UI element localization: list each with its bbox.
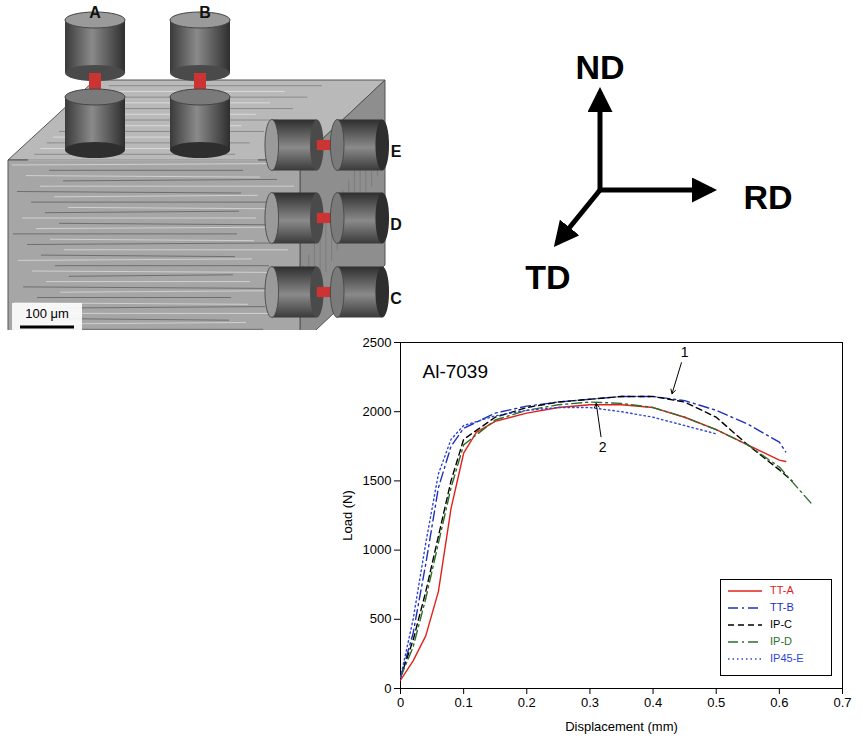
- svg-text:IP-C: IP-C: [770, 618, 792, 630]
- svg-text:0.4: 0.4: [644, 695, 662, 710]
- svg-text:2000: 2000: [363, 404, 392, 419]
- svg-text:1: 1: [681, 344, 689, 360]
- svg-text:2: 2: [599, 439, 607, 455]
- svg-text:Displacement (mm): Displacement (mm): [565, 719, 678, 734]
- svg-text:TT-B: TT-B: [770, 601, 794, 613]
- svg-text:C: C: [390, 290, 402, 307]
- svg-text:E: E: [391, 143, 402, 160]
- svg-text:0: 0: [384, 681, 391, 696]
- svg-text:0: 0: [397, 695, 404, 710]
- svg-text:0.7: 0.7: [833, 695, 851, 710]
- svg-text:IP45-E: IP45-E: [770, 652, 804, 664]
- svg-text:Load (N): Load (N): [340, 490, 355, 541]
- svg-text:IP-D: IP-D: [770, 635, 792, 647]
- svg-text:0.1: 0.1: [455, 695, 473, 710]
- svg-text:ND: ND: [575, 48, 624, 86]
- svg-text:TD: TD: [525, 258, 570, 296]
- svg-text:0.6: 0.6: [770, 695, 788, 710]
- svg-text:Al-7039: Al-7039: [423, 361, 489, 382]
- svg-text:B: B: [199, 4, 211, 21]
- svg-text:1000: 1000: [363, 542, 392, 557]
- svg-text:500: 500: [370, 611, 392, 626]
- svg-text:0.3: 0.3: [581, 695, 599, 710]
- svg-text:A: A: [89, 4, 101, 21]
- svg-text:D: D: [390, 216, 402, 233]
- svg-text:100 μm: 100 μm: [25, 306, 69, 321]
- svg-text:1500: 1500: [363, 473, 392, 488]
- svg-text:RD: RD: [743, 178, 792, 216]
- svg-text:0.2: 0.2: [518, 695, 536, 710]
- svg-text:TT-A: TT-A: [770, 584, 794, 596]
- svg-text:2500: 2500: [363, 335, 392, 350]
- svg-text:0.5: 0.5: [707, 695, 725, 710]
